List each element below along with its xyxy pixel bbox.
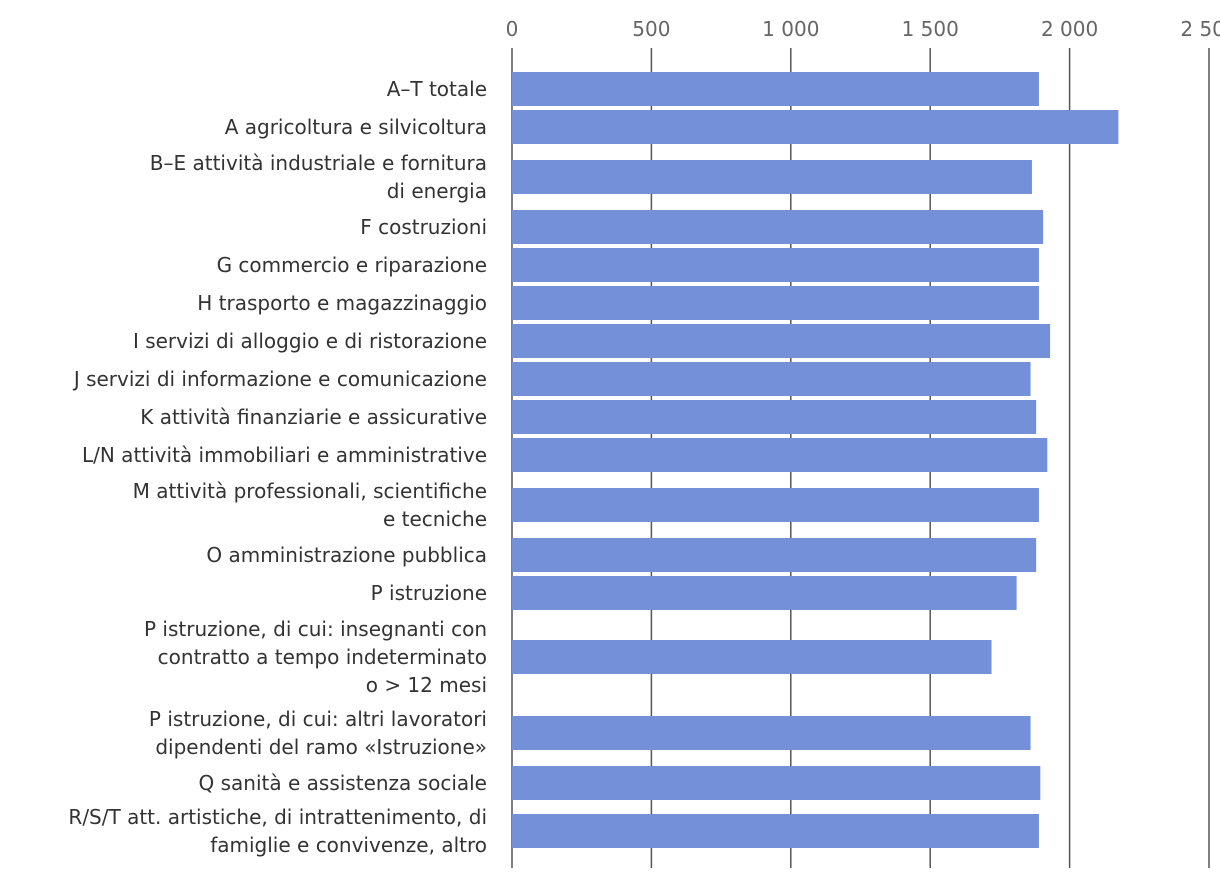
bar (512, 766, 1041, 800)
bar (512, 210, 1044, 244)
x-tick-label: 2 000 (1041, 17, 1098, 41)
bar (512, 716, 1031, 750)
category-label: dipendenti del ramo «Istruzione» (155, 735, 487, 759)
bar (512, 640, 992, 674)
x-tick-label: 0 (506, 17, 519, 41)
x-tick-label: 1 000 (762, 17, 819, 41)
category-label: G commercio e riparazione (217, 253, 487, 277)
category-label: F costruzioni (360, 215, 487, 239)
bar (512, 110, 1119, 144)
category-label: H trasporto e magazzinaggio (197, 291, 487, 315)
category-label: M attività professionali, scientifiche (133, 479, 487, 503)
bar (512, 576, 1017, 610)
category-label: e tecniche (383, 507, 487, 531)
bar (512, 160, 1032, 194)
category-label: di energia (387, 179, 487, 203)
category-label: R/S/T att. artistiche, di intratteniment… (68, 805, 487, 829)
category-label: P istruzione, di cui: altri lavoratori (149, 707, 487, 731)
bar (512, 488, 1039, 522)
category-label: K attività finanziarie e assicurative (140, 405, 487, 429)
bars (512, 72, 1119, 848)
category-label: contratto a tempo indeterminato (158, 645, 487, 669)
bar (512, 438, 1048, 472)
bar (512, 400, 1037, 434)
bar (512, 72, 1039, 106)
x-tick-label: 500 (632, 17, 670, 41)
bar (512, 324, 1051, 358)
category-label: o > 12 mesi (366, 673, 487, 697)
bar (512, 362, 1031, 396)
category-label: L/N attività immobiliari e amministrativ… (82, 443, 487, 467)
category-label: J servizi di informazione e comunicazion… (72, 367, 487, 391)
category-label: P istruzione, di cui: insegnanti con (144, 617, 487, 641)
category-label: A agricoltura e silvicoltura (225, 115, 487, 139)
bar (512, 286, 1039, 320)
x-tick-label: 2 500 (1180, 17, 1220, 41)
x-tick-label: 1 500 (902, 17, 959, 41)
category-label: Q sanità e assistenza sociale (199, 771, 487, 795)
bar (512, 814, 1039, 848)
category-labels: A–T totale A agricoltura e silvicoltura B–… (68, 77, 487, 857)
category-label: O amministrazione pubblica (206, 543, 487, 567)
category-label: famiglie e convivenze, altro (210, 833, 487, 857)
category-label: A–T totale (387, 77, 487, 101)
category-label: B–E attività industriale e fornitura (150, 151, 487, 175)
category-label: P istruzione (371, 581, 487, 605)
bar (512, 538, 1037, 572)
x-axis-ticks: 0 500 1 000 1 500 2 000 2 500 (506, 17, 1220, 41)
bar (512, 248, 1039, 282)
category-label: I servizi di alloggio e di ristorazione (133, 329, 487, 353)
